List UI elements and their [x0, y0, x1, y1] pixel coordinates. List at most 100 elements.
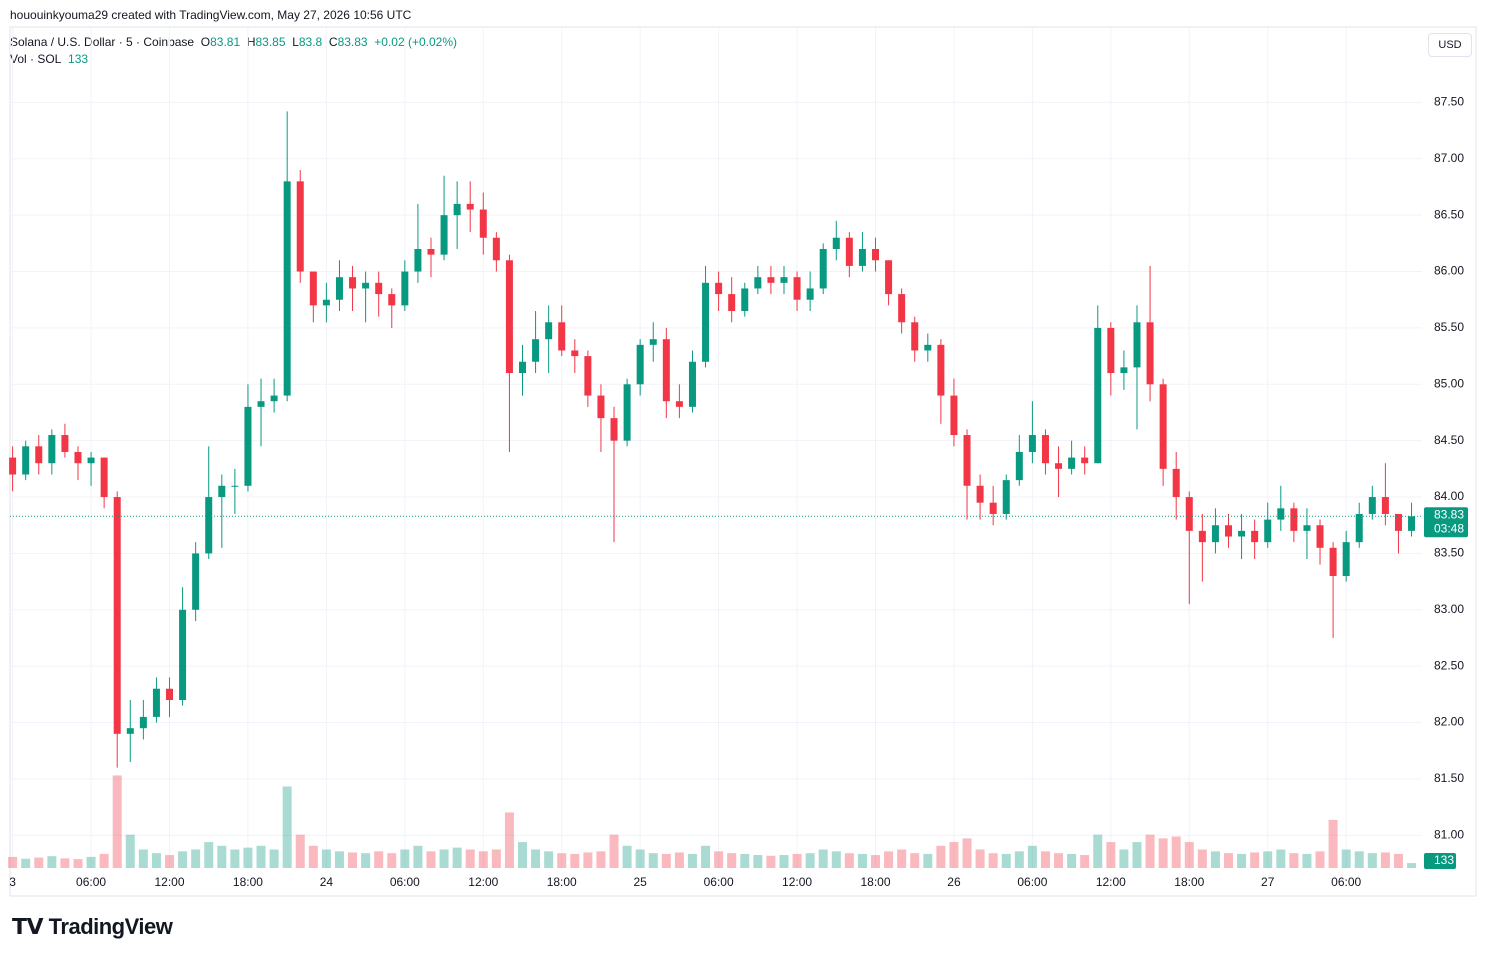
volume-bar: [962, 838, 972, 868]
candle-body: [1355, 513, 1363, 543]
candle-body: [597, 395, 605, 419]
candle-body: [205, 497, 213, 554]
volume-bar: [138, 849, 148, 868]
candle-body: [649, 339, 657, 345]
volume-bar: [178, 851, 188, 868]
x-tick-label: 12:00: [468, 875, 498, 889]
y-tick-label: 83.00: [1434, 602, 1464, 616]
volume-bar: [256, 845, 266, 868]
h-value: 83.85: [255, 35, 286, 49]
candle-body: [976, 485, 984, 503]
volume-bar: [282, 786, 292, 868]
candle-body: [126, 728, 134, 734]
volume-bar: [452, 847, 462, 868]
candle-body: [1303, 525, 1311, 531]
candle-body: [48, 435, 56, 464]
candle-body: [427, 248, 435, 255]
volume-bar: [1302, 853, 1312, 868]
candle-body: [950, 395, 958, 436]
candle-body: [662, 339, 670, 402]
volume-legend: Vol · SOL 133: [10, 52, 88, 66]
volume-bar: [1367, 853, 1377, 868]
volume-bar: [243, 847, 253, 868]
volume-bar: [1014, 851, 1024, 868]
x-tick-label: 06:00: [704, 875, 734, 889]
volume-bar: [8, 856, 18, 868]
volume-bar: [1093, 834, 1103, 868]
volume-bar: [622, 845, 632, 868]
price-label: 83.83: [1434, 507, 1464, 521]
y-tick-label: 84.50: [1434, 433, 1464, 447]
volume-bar: [504, 812, 514, 868]
candle-body: [1290, 508, 1298, 531]
volume-bar: [125, 834, 135, 868]
volume-bar: [1158, 838, 1168, 868]
volume-bar: [361, 853, 371, 868]
candle-body: [1146, 322, 1154, 385]
candle-body: [1368, 497, 1376, 514]
candle-body: [1381, 497, 1389, 514]
candle-body: [74, 451, 82, 464]
candle-body: [100, 457, 108, 498]
candle-body: [754, 277, 762, 289]
x-tick-label: 06:00: [1017, 875, 1047, 889]
candle-body: [283, 181, 291, 396]
l-value: 83.8: [298, 35, 323, 49]
candle-body: [505, 260, 513, 374]
candle-body: [1041, 435, 1049, 464]
x-tick-label: 18:00: [1174, 875, 1204, 889]
volume-bar: [1250, 852, 1260, 868]
candle-body: [231, 485, 239, 487]
volume-bar: [936, 845, 946, 868]
volume-bar: [844, 853, 854, 868]
y-tick-label: 87.00: [1434, 151, 1464, 165]
volume-bar: [583, 852, 593, 868]
candle-body: [1120, 367, 1128, 374]
volume-bar: [831, 851, 841, 868]
candle-body: [479, 209, 487, 238]
volume-bar: [374, 851, 384, 868]
symbol: Solana / U.S. Dollar · 5 · Coinbase: [10, 35, 195, 49]
volume-bar: [531, 849, 541, 868]
x-tick-label: 24: [320, 875, 334, 889]
logo-text: TradingView: [48, 914, 173, 939]
candle-body: [414, 248, 422, 272]
volume-bar: [648, 853, 658, 868]
volume-bar: [792, 853, 802, 868]
candle-body: [192, 553, 200, 610]
currency-button[interactable]: USD: [1428, 33, 1472, 57]
volume-bar: [884, 851, 894, 868]
candle-body: [911, 322, 919, 351]
candle-body: [924, 344, 932, 351]
volume-bar: [426, 851, 436, 868]
volume-bar: [635, 849, 645, 868]
volume-bar: [1328, 819, 1338, 868]
volume-bar: [295, 834, 305, 868]
volume-bar: [230, 849, 240, 868]
volume-bar: [714, 851, 724, 868]
volume-bar: [348, 852, 358, 868]
candle-body: [1133, 322, 1141, 368]
volume-bar: [151, 853, 161, 868]
volume-bar: [923, 853, 933, 868]
y-tick-label: 87.50: [1434, 95, 1464, 109]
volume-bar: [609, 834, 619, 868]
volume-bar: [1289, 853, 1299, 868]
volume-bar: [387, 853, 397, 868]
volume-bar: [73, 859, 83, 868]
x-tick-label: 26: [947, 875, 961, 889]
volume-bar: [1171, 836, 1181, 868]
countdown: 03:48: [1434, 521, 1464, 535]
volume-bar: [191, 849, 201, 868]
volume-bar: [661, 853, 671, 868]
volume-bar: [871, 855, 881, 868]
volume-bar: [86, 856, 96, 868]
volume-bar: [949, 842, 959, 868]
y-tick-label: 81.00: [1434, 827, 1464, 841]
y-tick-label: 85.50: [1434, 320, 1464, 334]
candle-body: [1185, 497, 1193, 531]
candle-body: [1211, 525, 1219, 543]
volume-bar: [740, 853, 750, 868]
